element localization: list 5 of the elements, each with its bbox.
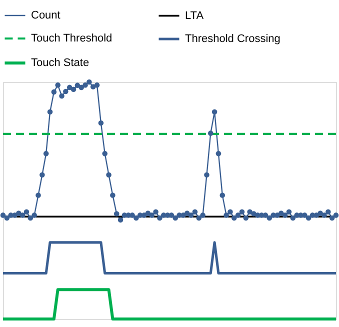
legend-label: Touch Threshold	[31, 32, 112, 44]
legend-label: Count	[31, 10, 60, 22]
legend-label: Threshold Crossing	[185, 33, 280, 45]
legend-label: LTA	[185, 10, 204, 22]
legend-label: Touch State	[31, 57, 90, 69]
